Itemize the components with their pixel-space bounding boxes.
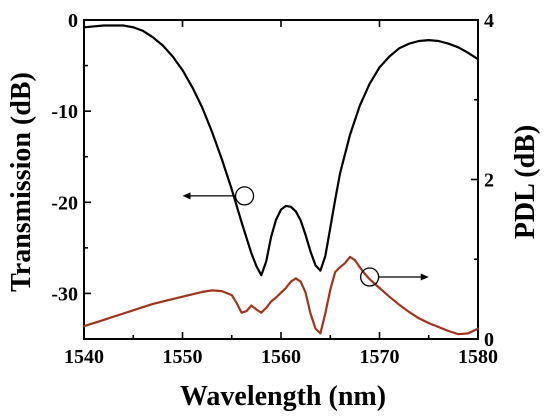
x-tick-label: 1570 xyxy=(360,346,400,368)
annotation-circle xyxy=(234,186,255,206)
y-tick-label-left: 0 xyxy=(68,10,78,32)
annotation-arrow-head xyxy=(182,192,191,200)
transmission-line xyxy=(82,24,480,277)
x-tick-label: 1540 xyxy=(64,346,104,368)
y-tick-label-left: -10 xyxy=(51,101,78,123)
plot-border xyxy=(83,19,479,340)
x-tick-label: 1560 xyxy=(261,346,301,368)
y-tick-label-right: 0 xyxy=(484,329,494,351)
annotation-layer xyxy=(182,186,429,287)
y-tick-label-right: 2 xyxy=(484,170,494,192)
x-tick-label: 1580 xyxy=(458,346,498,368)
annotation-circle xyxy=(359,267,380,287)
y-axis-title-left: Transmission (dB) xyxy=(6,72,37,292)
x-axis-title: Wavelength (nm) xyxy=(180,381,386,412)
plot-frame xyxy=(83,19,479,340)
series-layer xyxy=(82,24,480,336)
y-tick-label-left: -20 xyxy=(51,192,78,214)
pdl-line xyxy=(82,255,480,336)
x-tick-label: 1550 xyxy=(163,346,203,368)
annotation-arrow-head xyxy=(420,273,429,281)
y-tick-label-left: -30 xyxy=(51,283,78,305)
y-axis-title-right: PDL (dB) xyxy=(510,125,541,239)
y-tick-label-right: 4 xyxy=(484,10,494,32)
ticks xyxy=(83,19,479,340)
